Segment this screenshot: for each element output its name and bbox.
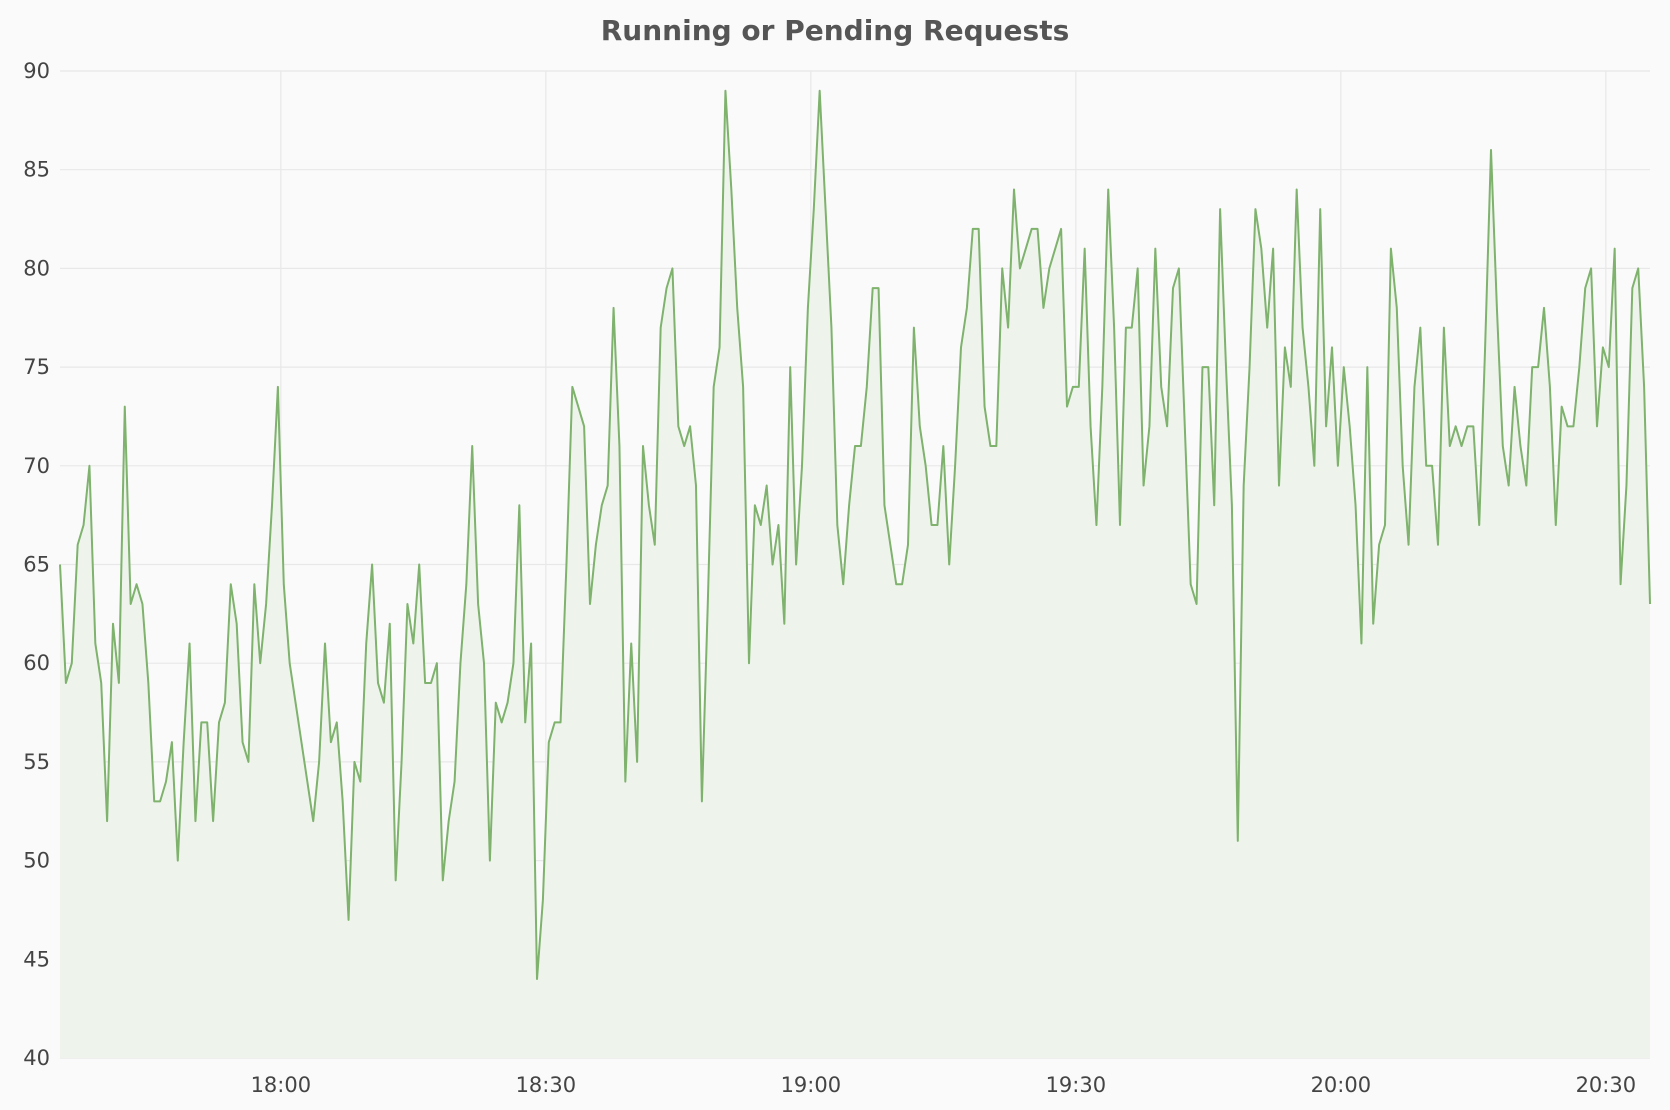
x-tick-label: 19:00 xyxy=(781,1073,842,1097)
y-tick-label: 75 xyxy=(23,355,50,379)
series-line xyxy=(59,89,1651,981)
y-tick-label: 70 xyxy=(23,454,50,478)
y-axis: 40 45 50 55 60 65 70 75 80 85 90 xyxy=(23,59,50,1070)
y-tick-label: 40 xyxy=(23,1046,50,1070)
y-tick-label: 45 xyxy=(23,947,50,971)
y-tick-label: 80 xyxy=(23,256,50,280)
x-tick-label: 18:30 xyxy=(516,1073,577,1097)
x-tick-label: 18:00 xyxy=(251,1073,312,1097)
x-axis: 18:00 18:30 19:00 19:30 20:00 20:30 xyxy=(251,1073,1637,1097)
y-tick-label: 65 xyxy=(23,553,50,577)
chart-title: Running or Pending Requests xyxy=(600,14,1070,47)
series-area xyxy=(60,90,1650,1059)
x-tick-label: 20:00 xyxy=(1311,1073,1372,1097)
y-tick-label: 55 xyxy=(23,750,50,774)
y-tick-label: 50 xyxy=(23,849,50,873)
x-tick-label: 19:30 xyxy=(1046,1073,1107,1097)
y-tick-label: 85 xyxy=(23,158,50,182)
y-tick-label: 90 xyxy=(23,59,50,83)
y-tick-label: 60 xyxy=(23,651,50,675)
x-tick-label: 20:30 xyxy=(1576,1073,1637,1097)
